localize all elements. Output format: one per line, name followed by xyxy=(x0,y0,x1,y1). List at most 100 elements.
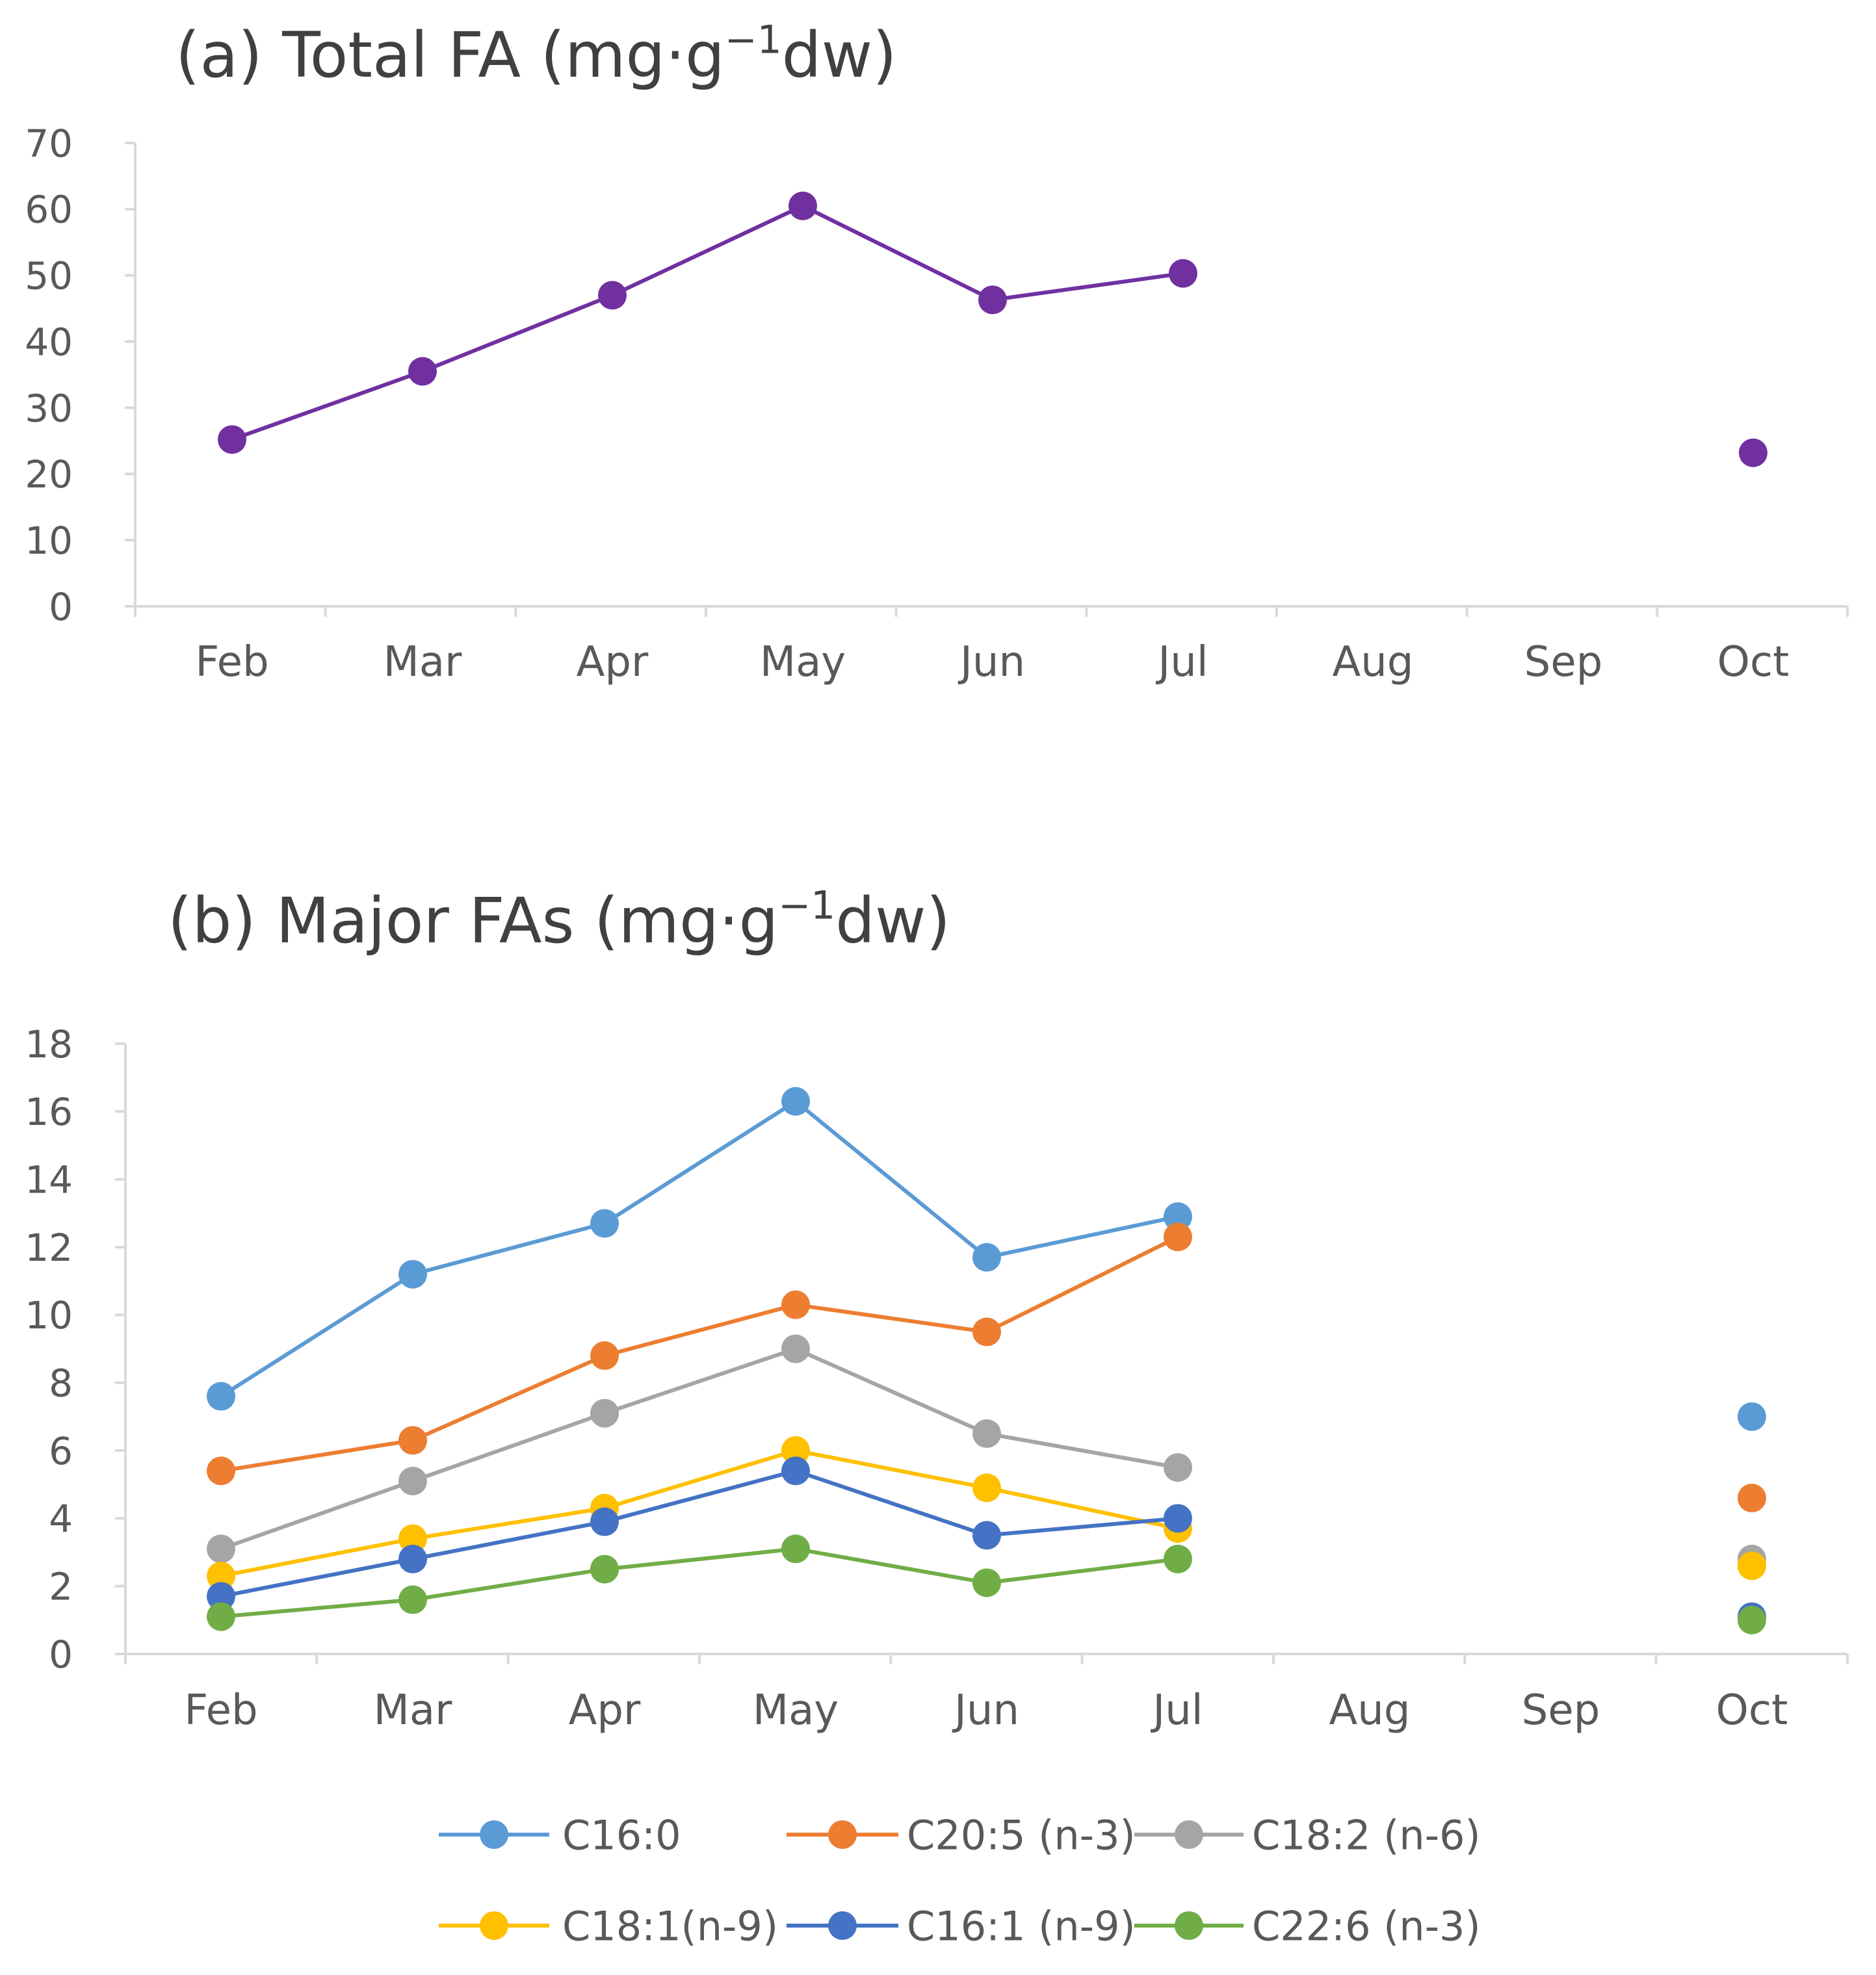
x-tick-label-sep: Sep xyxy=(1522,1686,1600,1735)
data-point-0-mar xyxy=(408,357,437,386)
data-point-5-apr xyxy=(590,1555,619,1584)
legend-marker xyxy=(1175,1911,1203,1940)
y-tick-label: 0 xyxy=(49,1633,73,1677)
legend-label: C18:2 (n-6) xyxy=(1252,1811,1481,1859)
legend: C16:0 C20:5 (n-3) C18:2 (n-6) C18:1(n-9) C16… xyxy=(439,1811,1481,1950)
x-tick-label-jun: Jun xyxy=(952,1686,1019,1735)
x-tick-label-feb: Feb xyxy=(195,638,268,686)
y-tick-label: 4 xyxy=(49,1497,73,1541)
legend-marker xyxy=(828,1911,857,1940)
x-tick-label-mar: Mar xyxy=(384,638,462,686)
x-tick-label-feb: Feb xyxy=(184,1686,257,1735)
series-line-1 xyxy=(220,1235,1179,1473)
y-tick-label: 50 xyxy=(25,254,73,298)
data-point-1-jun xyxy=(972,1317,1001,1347)
data-point-0-feb xyxy=(218,425,246,454)
data-point-5-jul xyxy=(1164,1544,1192,1573)
legend-marker xyxy=(1175,1820,1203,1849)
data-point-4-jun xyxy=(972,1521,1001,1550)
legend-marker xyxy=(480,1911,508,1940)
x-tick-label-oct: Oct xyxy=(1717,638,1790,686)
x-tick-label-aug: Aug xyxy=(1333,638,1414,686)
series-line-3 xyxy=(220,1449,1179,1578)
data-point-0-may xyxy=(781,1087,810,1116)
series-line-0 xyxy=(220,1099,1179,1399)
y-tick-label: 18 xyxy=(25,1022,73,1066)
data-point-3-jun xyxy=(972,1473,1001,1503)
data-point-5-oct xyxy=(1738,1605,1766,1634)
y-tick-label: 40 xyxy=(25,320,73,364)
data-point-3-oct xyxy=(1738,1551,1766,1581)
x-tick-label-aug: Aug xyxy=(1329,1686,1411,1735)
x-tick-label-may: May xyxy=(760,638,846,686)
chart-b-major-fas: (b) Major FAs (mg·g−1dw) 0 2 4 6 8 10 12 14 16 18 F… xyxy=(25,884,1849,1950)
x-tick-label-sep: Sep xyxy=(1524,638,1603,686)
data-point-0-jun xyxy=(978,285,1007,315)
x-tick-label-jul: Jul xyxy=(1150,1686,1203,1735)
data-point-0-mar xyxy=(398,1259,427,1289)
legend-label: C16:0 xyxy=(562,1811,681,1859)
x-tick-label-apr: Apr xyxy=(569,1686,641,1735)
data-point-0-oct xyxy=(1739,438,1767,467)
legend-label: C20:5 (n-3) xyxy=(907,1811,1136,1859)
y-tick-label: 20 xyxy=(25,452,73,497)
y-tick-label: 16 xyxy=(25,1090,73,1134)
y-tick-label: 10 xyxy=(25,1293,73,1337)
x-tick-label-jun: Jun xyxy=(958,638,1025,686)
data-point-0-jul xyxy=(1164,1202,1192,1232)
series-line-2 xyxy=(220,1347,1179,1551)
y-tick-label: 70 xyxy=(25,122,73,166)
chart-title-unit: dw) xyxy=(835,884,950,957)
data-point-0-jun xyxy=(972,1243,1001,1272)
chart-a-total-fa: (a) Total FA (mg·g−1dw) 0 10 20 30 40 50 60 70 Fe… xyxy=(25,18,1849,686)
legend-marker xyxy=(480,1820,508,1849)
series-line-5 xyxy=(220,1547,1179,1619)
data-point-4-feb xyxy=(207,1582,235,1611)
chart-title-main: (a) Total FA (mg·g xyxy=(176,19,725,92)
data-point-0-jul xyxy=(1169,259,1197,288)
data-point-4-jul xyxy=(1164,1504,1192,1533)
x-tick-label-may: May xyxy=(753,1686,839,1735)
chart-title-main: (b) Major FAs (mg·g xyxy=(168,884,778,957)
y-tick-label: 12 xyxy=(25,1226,73,1270)
data-point-1-oct xyxy=(1738,1484,1766,1513)
data-point-2-mar xyxy=(398,1466,427,1495)
y-tick-label: 14 xyxy=(25,1158,73,1202)
x-tick-label-apr: Apr xyxy=(577,638,649,686)
series-line-4 xyxy=(220,1469,1179,1599)
y-tick-label: 60 xyxy=(25,188,73,232)
data-point-5-feb xyxy=(207,1602,235,1631)
data-point-1-jul xyxy=(1164,1222,1192,1252)
chart-title-unit: dw) xyxy=(782,19,897,92)
data-point-0-apr xyxy=(590,1209,619,1238)
data-point-1-apr xyxy=(590,1341,619,1370)
legend-marker xyxy=(828,1820,857,1849)
data-point-5-jun xyxy=(972,1568,1001,1597)
y-tick-label: 0 xyxy=(49,585,73,629)
data-point-3-mar xyxy=(398,1524,427,1553)
data-point-4-mar xyxy=(398,1544,427,1573)
legend-label: C22:6 (n-3) xyxy=(1252,1902,1481,1950)
y-tick-label: 10 xyxy=(25,519,73,563)
x-tick-label-jul: Jul xyxy=(1155,638,1208,686)
data-point-3-may xyxy=(781,1436,810,1465)
y-tick-label: 6 xyxy=(49,1429,73,1473)
x-tick-label-mar: Mar xyxy=(374,1686,452,1735)
data-point-0-may xyxy=(788,191,817,220)
data-point-2-may xyxy=(781,1334,810,1363)
chart-title-superscript: −1 xyxy=(778,884,835,929)
data-point-0-feb xyxy=(207,1382,235,1411)
y-tick-label: 8 xyxy=(49,1362,73,1406)
data-point-0-oct xyxy=(1738,1402,1766,1431)
data-point-1-feb xyxy=(207,1456,235,1486)
y-tick-label: 2 xyxy=(49,1565,73,1609)
chart-title: (a) Total FA (mg·g−1dw) xyxy=(176,18,897,92)
x-tick-label-oct: Oct xyxy=(1716,1686,1788,1735)
legend-label: C16:1 (n-9) xyxy=(907,1902,1136,1950)
data-point-1-mar xyxy=(398,1426,427,1455)
chart-title: (b) Major FAs (mg·g−1dw) xyxy=(168,884,950,957)
data-point-3-feb xyxy=(207,1562,235,1591)
data-point-5-mar xyxy=(398,1585,427,1614)
series-line-0 xyxy=(231,203,1184,442)
